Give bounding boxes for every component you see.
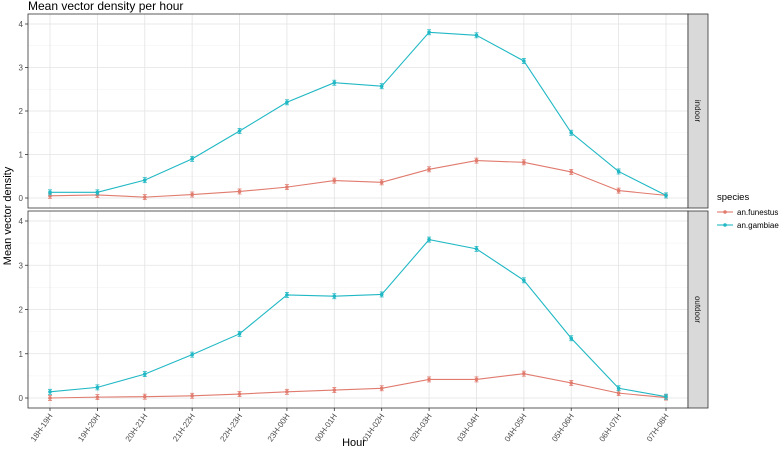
legend-key-point [723,223,727,227]
data-point-an.funestus [190,192,194,197]
data-point-an.gambiae [332,80,337,85]
series-line-an.funestus [49,160,667,198]
data-point-an.funestus [95,395,100,399]
data-point-an.gambiae [48,390,52,394]
x-tick-label: 20H-21H [124,412,150,444]
data-point-an.funestus [237,189,242,194]
data-point-an.gambiae [569,130,574,135]
chart-title: Mean vector density per hour [28,0,183,13]
legend: species an.funestus an.gambiae [717,192,779,230]
data-point-an.gambiae [95,385,100,390]
x-tick-label: 22H-23H [218,412,244,444]
data-point-an.gambiae [142,178,147,182]
data-point-an.funestus [48,396,52,400]
x-axis-title: Hour [342,437,366,449]
data-point-an.gambiae [616,169,621,174]
x-tick-label: 19H-20H [76,412,102,444]
data-point-an.gambiae [569,336,574,341]
data-point-an.gambiae [379,292,384,297]
data-point-an.funestus [427,167,431,172]
data-point-an.gambiae [664,394,668,399]
data-point-an.gambiae [379,84,384,89]
facet-strip [687,210,709,409]
data-point-an.gambiae [48,190,52,195]
y-tick-label: 3 [19,261,24,270]
data-point-an.gambiae [95,190,100,195]
data-point-an.funestus [474,158,479,163]
x-tick-label: 05H-06H [550,412,576,444]
x-tick-label: 21H-22H [171,412,197,444]
x-tick-label: 18H-19H [29,412,55,444]
series-line-an.funestus [49,373,667,399]
data-point-an.gambiae [427,237,431,242]
y-tick-label: 1 [19,350,24,359]
data-point-an.funestus [142,394,147,399]
y-tick-label: 1 [19,151,24,160]
y-tick-label: 3 [19,64,24,73]
data-point-an.gambiae [237,332,242,336]
data-point-an.gambiae [237,129,242,133]
y-tick-label: 4 [19,20,24,29]
data-point-an.gambiae [522,278,526,283]
data-point-an.funestus [616,188,621,193]
y-axis-title: Mean vector density [2,166,14,265]
data-point-an.funestus [379,180,384,185]
facet-strip-label: indoor [693,100,702,123]
legend-label: an.gambiae [737,221,779,230]
data-point-an.gambiae [664,193,668,198]
data-point-an.funestus [569,381,574,385]
x-tick-label: 04H-05H [503,412,529,444]
x-tick-label: 07H-08H [645,412,671,444]
x-tick-label: 03H-04H [455,412,481,444]
data-point-an.funestus [474,377,479,382]
data-point-an.gambiae [285,293,289,297]
legend-label: an.funestus [737,208,778,217]
data-point-an.funestus [332,388,337,392]
x-tick-label: 23H-00H [266,412,292,444]
series-line-an.gambiae [49,238,667,398]
data-point-an.funestus [569,170,574,174]
y-tick-label: 4 [19,217,24,226]
facet-panels: 0 1 2 3 4 indoor 0 1 2 3 4 outdoor 18H-19H 19H-20H 20H… [19,13,709,444]
data-point-an.gambiae [142,372,147,376]
data-point-an.gambiae [190,157,194,161]
data-point-an.funestus [379,386,384,391]
data-point-an.funestus [427,377,431,382]
data-point-an.funestus [285,185,289,189]
data-point-an.funestus [142,195,147,199]
facet-panel-indoor: 0 1 2 3 4 indoor [19,13,709,209]
data-point-an.gambiae [285,100,289,105]
data-point-an.funestus [237,392,242,396]
data-point-an.funestus [522,160,526,165]
x-tick-label: 06H-07H [598,412,624,444]
x-tick-label: 02H-03H [408,412,434,444]
facet-panel-outdoor: 0 1 2 3 4 outdoor [19,210,709,409]
facet-strip [687,13,709,209]
data-point-an.gambiae [522,59,526,63]
data-point-an.gambiae [332,294,337,299]
data-point-an.funestus [285,390,289,394]
y-tick-label: 0 [19,194,24,203]
data-point-an.gambiae [190,352,194,357]
data-point-an.funestus [190,393,194,398]
legend-title: species [717,192,749,203]
data-point-an.gambiae [427,30,431,35]
x-tick-label: 00H-01H [313,412,339,444]
legend-key-point [723,210,727,214]
y-tick-label: 2 [19,107,24,116]
legend-items: an.funestus an.gambiae [717,208,779,230]
data-point-an.gambiae [474,33,479,38]
data-point-an.gambiae [474,247,479,251]
x-tick-label: 01H-02H [361,412,387,444]
facet-strip-label: outdoor [693,296,702,323]
y-tick-label: 0 [19,394,24,403]
data-point-an.funestus [332,178,337,183]
data-point-an.funestus [522,371,526,376]
data-point-an.funestus [616,391,621,395]
series-line-an.gambiae [50,31,667,196]
y-tick-label: 2 [19,306,24,315]
data-point-an.gambiae [616,386,621,391]
